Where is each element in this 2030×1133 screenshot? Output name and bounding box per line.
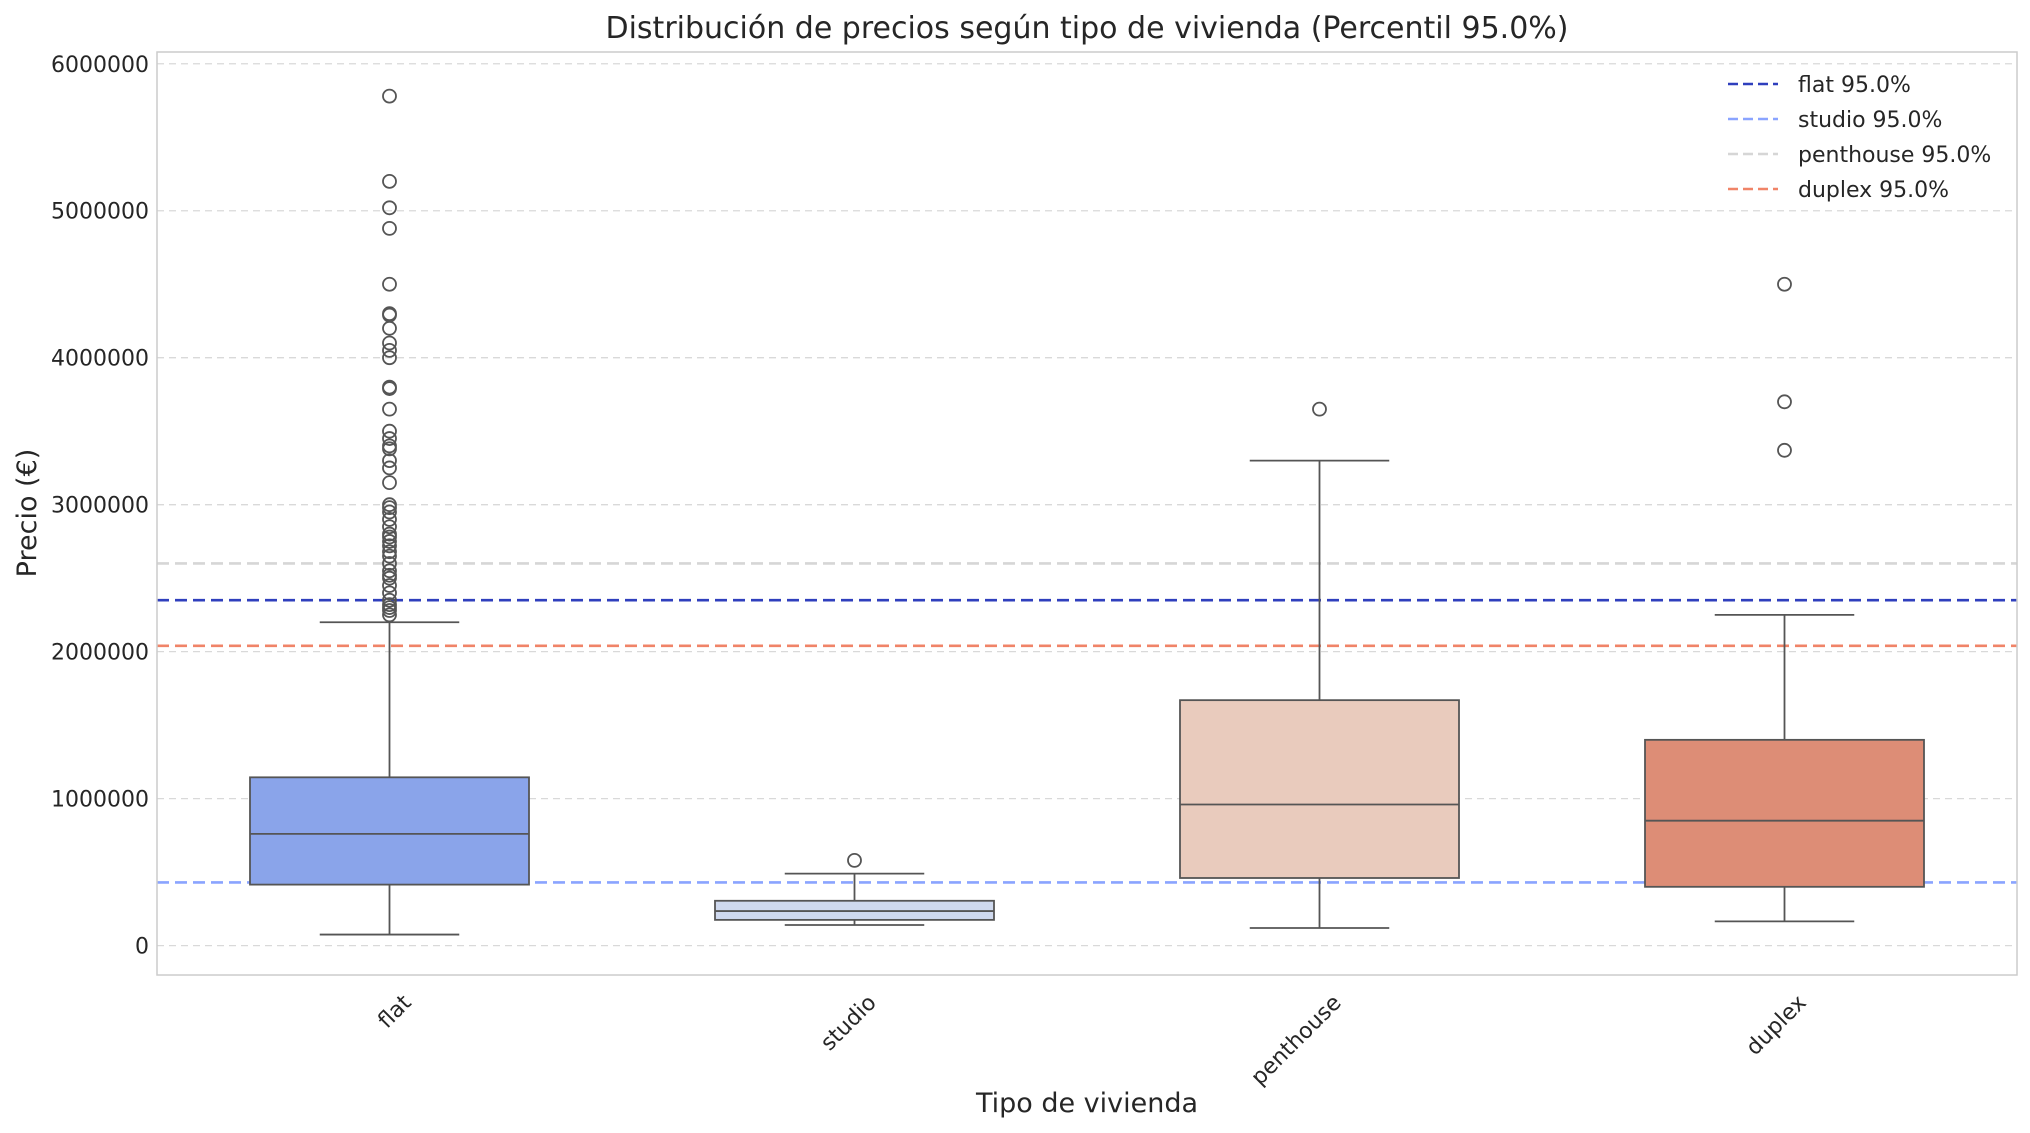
box-group-penthouse	[1179, 401, 1460, 929]
outlier-point	[847, 852, 862, 868]
legend-label: flat 95.0%	[1798, 73, 1911, 98]
outlier-point	[382, 401, 397, 417]
box-group-flat	[249, 88, 530, 936]
outlier-point	[382, 519, 397, 535]
legend-label: studio 95.0%	[1798, 108, 1942, 133]
outlier-point	[382, 570, 397, 586]
legend-label: penthouse 95.0%	[1798, 143, 1991, 168]
outlier-point	[382, 544, 397, 560]
y-tick-label: 0	[135, 935, 149, 960]
outlier-point	[1777, 276, 1792, 292]
box-plots	[249, 88, 1925, 936]
x-tick-label: studio	[816, 990, 881, 1055]
x-axis-ticks: flat studio penthouse duplex	[374, 990, 1812, 1090]
y-tick-label: 2000000	[51, 641, 149, 666]
outlier-point	[1777, 394, 1792, 410]
outlier-point	[1312, 401, 1327, 417]
y-tick-label: 6000000	[51, 53, 149, 78]
y-tick-label: 3000000	[51, 494, 149, 519]
box	[1179, 699, 1460, 879]
outlier-point	[382, 88, 397, 104]
chart-title: Distribución de precios según tipo de vi…	[605, 11, 1568, 46]
outlier-point	[382, 548, 397, 564]
outlier-point	[382, 603, 397, 618]
legend: flat 95.0% studio 95.0% penthouse 95.0% dup…	[1728, 73, 1991, 203]
y-axis-label: Precio (€)	[12, 449, 43, 578]
outlier-point	[382, 585, 397, 601]
legend-label: duplex 95.0%	[1798, 178, 1949, 203]
outlier-point	[382, 578, 397, 593]
outlier-point	[382, 200, 397, 216]
outlier-point	[382, 538, 397, 554]
outlier-point	[1777, 442, 1792, 458]
outlier-point	[382, 504, 397, 520]
box-group-duplex	[1644, 276, 1925, 923]
box-group-studio	[714, 852, 995, 926]
x-axis-label: Tipo de vivienda	[975, 1088, 1198, 1119]
outlier-point	[382, 423, 397, 439]
outlier-point	[382, 431, 397, 446]
box	[249, 776, 530, 886]
outlier-point	[382, 342, 397, 358]
outlier-point	[382, 563, 397, 579]
outlier-point	[382, 607, 397, 623]
outlier-point	[382, 381, 397, 396]
outlier-point	[382, 276, 397, 292]
outlier-point	[382, 511, 397, 527]
outlier-point	[382, 453, 397, 468]
outlier-point	[382, 529, 397, 545]
outlier-point	[382, 460, 397, 476]
x-tick-label: flat	[374, 990, 417, 1033]
y-tick-label: 4000000	[51, 347, 149, 372]
outlier-point	[382, 500, 397, 516]
x-tick-label: duplex	[1742, 990, 1812, 1060]
y-axis-ticks: 0 1000000 2000000 3000000 4000000 5000000 6000…	[51, 53, 149, 960]
outlier-point	[382, 475, 397, 491]
outlier-point	[382, 173, 397, 189]
outlier-point	[382, 335, 397, 351]
outlier-point	[382, 220, 397, 236]
outlier-point	[382, 556, 397, 571]
outlier-point	[382, 592, 397, 608]
y-tick-label: 1000000	[51, 788, 149, 813]
box	[1644, 738, 1925, 888]
x-tick-label: penthouse	[1247, 990, 1347, 1090]
plot-frame	[156, 51, 2018, 976]
y-tick-label: 5000000	[51, 200, 149, 225]
outlier-point	[382, 350, 397, 366]
outlier-point	[382, 441, 397, 457]
outlier-point	[382, 534, 397, 549]
outlier-point	[382, 320, 397, 336]
